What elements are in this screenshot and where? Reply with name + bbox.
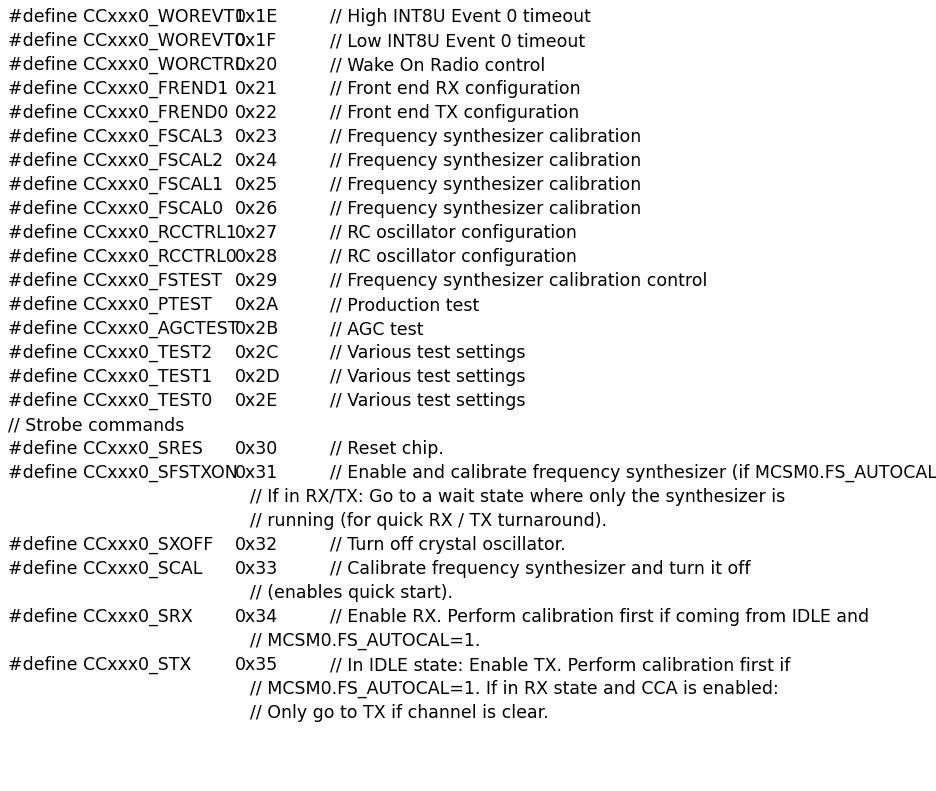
Text: #define CCxxx0_WORCTRL: #define CCxxx0_WORCTRL — [8, 56, 244, 74]
Text: 0x27: 0x27 — [235, 224, 278, 242]
Text: // Front end TX configuration: // Front end TX configuration — [329, 104, 578, 122]
Text: // RC oscillator configuration: // RC oscillator configuration — [329, 224, 577, 242]
Text: // Various test settings: // Various test settings — [329, 344, 525, 362]
Text: 0x32: 0x32 — [235, 536, 278, 554]
Text: #define CCxxx0_SFSTXON: #define CCxxx0_SFSTXON — [8, 464, 238, 483]
Text: #define CCxxx0_PTEST: #define CCxxx0_PTEST — [8, 296, 212, 314]
Text: // MCSM0.FS_AUTOCAL=1. If in RX state and CCA is enabled:: // MCSM0.FS_AUTOCAL=1. If in RX state an… — [250, 680, 778, 698]
Text: #define CCxxx0_RCCTRL1: #define CCxxx0_RCCTRL1 — [8, 224, 237, 242]
Text: // Reset chip.: // Reset chip. — [329, 440, 444, 458]
Text: // Strobe commands: // Strobe commands — [8, 416, 184, 434]
Text: // Enable and calibrate frequency synthesizer (if MCSM0.FS_AUTOCAL=1).: // Enable and calibrate frequency synthe… — [329, 464, 936, 483]
Text: #define CCxxx0_AGCTEST: #define CCxxx0_AGCTEST — [8, 320, 239, 339]
Text: 0x2A: 0x2A — [235, 296, 279, 314]
Text: // Calibrate frequency synthesizer and turn it off: // Calibrate frequency synthesizer and t… — [329, 560, 750, 578]
Text: 0x33: 0x33 — [235, 560, 278, 578]
Text: #define CCxxx0_FREND0: #define CCxxx0_FREND0 — [8, 104, 228, 123]
Text: 0x2E: 0x2E — [235, 392, 278, 410]
Text: // Various test settings: // Various test settings — [329, 368, 525, 386]
Text: #define CCxxx0_SRES: #define CCxxx0_SRES — [8, 440, 203, 458]
Text: #define CCxxx0_RCCTRL0: #define CCxxx0_RCCTRL0 — [8, 248, 237, 267]
Text: #define CCxxx0_FREND1: #define CCxxx0_FREND1 — [8, 80, 228, 98]
Text: 0x35: 0x35 — [235, 656, 278, 674]
Text: 0x21: 0x21 — [235, 80, 278, 98]
Text: #define CCxxx0_FSCAL0: #define CCxxx0_FSCAL0 — [8, 200, 223, 218]
Text: // Production test: // Production test — [329, 296, 478, 314]
Text: 0x28: 0x28 — [235, 248, 278, 266]
Text: 0x22: 0x22 — [235, 104, 278, 122]
Text: 0x26: 0x26 — [235, 200, 278, 218]
Text: // Frequency synthesizer calibration control: // Frequency synthesizer calibration con… — [329, 272, 707, 290]
Text: // In IDLE state: Enable TX. Perform calibration first if: // In IDLE state: Enable TX. Perform cal… — [329, 656, 790, 674]
Text: 0x24: 0x24 — [235, 152, 278, 170]
Text: 0x1F: 0x1F — [235, 32, 277, 50]
Text: // running (for quick RX / TX turnaround).: // running (for quick RX / TX turnaround… — [250, 512, 607, 530]
Text: // Frequency synthesizer calibration: // Frequency synthesizer calibration — [329, 128, 640, 146]
Text: // Wake On Radio control: // Wake On Radio control — [329, 56, 545, 74]
Text: 0x20: 0x20 — [235, 56, 278, 74]
Text: // Only go to TX if channel is clear.: // Only go to TX if channel is clear. — [250, 704, 548, 722]
Text: 0x25: 0x25 — [235, 176, 278, 194]
Text: // Enable RX. Perform calibration first if coming from IDLE and: // Enable RX. Perform calibration first … — [329, 608, 869, 626]
Text: 0x1E: 0x1E — [235, 8, 278, 26]
Text: #define CCxxx0_FSTEST: #define CCxxx0_FSTEST — [8, 272, 222, 290]
Text: #define CCxxx0_TEST2: #define CCxxx0_TEST2 — [8, 344, 212, 362]
Text: 0x2C: 0x2C — [235, 344, 279, 362]
Text: // Frequency synthesizer calibration: // Frequency synthesizer calibration — [329, 152, 640, 170]
Text: // High INT8U Event 0 timeout: // High INT8U Event 0 timeout — [329, 8, 591, 26]
Text: 0x30: 0x30 — [235, 440, 278, 458]
Text: #define CCxxx0_WOREVT0: #define CCxxx0_WOREVT0 — [8, 32, 245, 51]
Text: 0x2D: 0x2D — [235, 368, 280, 386]
Text: #define CCxxx0_SXOFF: #define CCxxx0_SXOFF — [8, 536, 213, 554]
Text: // Frequency synthesizer calibration: // Frequency synthesizer calibration — [329, 200, 640, 218]
Text: 0x2B: 0x2B — [235, 320, 279, 338]
Text: #define CCxxx0_WOREVT1: #define CCxxx0_WOREVT1 — [8, 8, 245, 26]
Text: // Low INT8U Event 0 timeout: // Low INT8U Event 0 timeout — [329, 32, 584, 50]
Text: // Front end RX configuration: // Front end RX configuration — [329, 80, 580, 98]
Text: // Various test settings: // Various test settings — [329, 392, 525, 410]
Text: #define CCxxx0_SCAL: #define CCxxx0_SCAL — [8, 560, 202, 578]
Text: #define CCxxx0_FSCAL1: #define CCxxx0_FSCAL1 — [8, 176, 223, 195]
Text: // MCSM0.FS_AUTOCAL=1.: // MCSM0.FS_AUTOCAL=1. — [250, 632, 480, 650]
Text: // Frequency synthesizer calibration: // Frequency synthesizer calibration — [329, 176, 640, 194]
Text: 0x29: 0x29 — [235, 272, 278, 290]
Text: #define CCxxx0_FSCAL3: #define CCxxx0_FSCAL3 — [8, 128, 223, 146]
Text: // RC oscillator configuration: // RC oscillator configuration — [329, 248, 577, 266]
Text: #define CCxxx0_FSCAL2: #define CCxxx0_FSCAL2 — [8, 152, 223, 170]
Text: // AGC test: // AGC test — [329, 320, 423, 338]
Text: 0x31: 0x31 — [235, 464, 278, 482]
Text: #define CCxxx0_STX: #define CCxxx0_STX — [8, 656, 191, 674]
Text: 0x23: 0x23 — [235, 128, 278, 146]
Text: // Turn off crystal oscillator.: // Turn off crystal oscillator. — [329, 536, 565, 554]
Text: #define CCxxx0_TEST1: #define CCxxx0_TEST1 — [8, 368, 212, 386]
Text: // (enables quick start).: // (enables quick start). — [250, 584, 452, 602]
Text: // If in RX/TX: Go to a wait state where only the synthesizer is: // If in RX/TX: Go to a wait state where… — [250, 488, 784, 506]
Text: #define CCxxx0_TEST0: #define CCxxx0_TEST0 — [8, 392, 212, 411]
Text: #define CCxxx0_SRX: #define CCxxx0_SRX — [8, 608, 193, 626]
Text: 0x34: 0x34 — [235, 608, 278, 626]
